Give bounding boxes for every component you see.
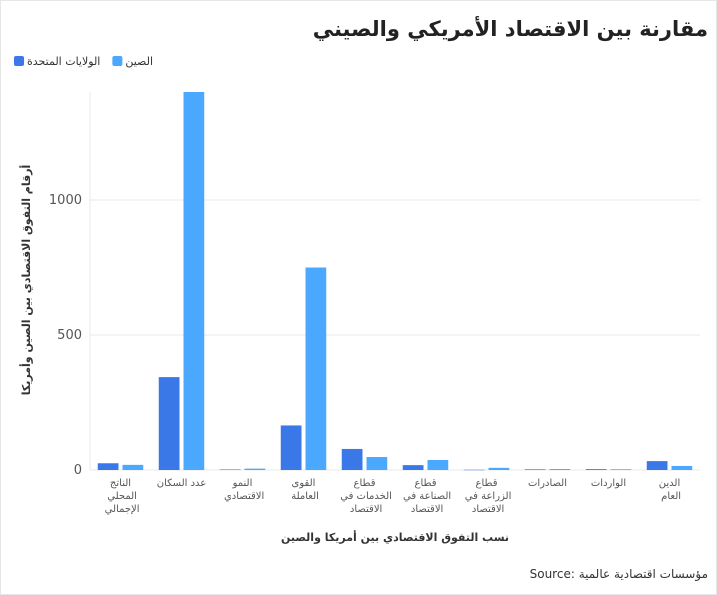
bar bbox=[463, 469, 485, 471]
bar bbox=[427, 460, 449, 470]
x-tick-label: قطاع الزراعة في الاقتصاد bbox=[462, 478, 512, 515]
bar bbox=[524, 469, 546, 470]
bar bbox=[280, 425, 302, 470]
bar bbox=[366, 457, 388, 470]
bar bbox=[158, 377, 180, 470]
x-tick-label: قطاع الخدمات في الاقتصاد bbox=[337, 478, 392, 515]
bar bbox=[585, 469, 607, 470]
y-tick-label: 0 bbox=[74, 463, 82, 478]
x-tick-label: القوى العاملة bbox=[288, 478, 319, 502]
x-tick-label: عدد السكان bbox=[157, 478, 207, 489]
bar bbox=[646, 461, 668, 470]
bar bbox=[671, 465, 693, 470]
y-tick-label: 1000 bbox=[49, 193, 82, 208]
bar bbox=[122, 464, 144, 470]
bar bbox=[97, 463, 119, 470]
legend-swatch bbox=[112, 56, 123, 66]
bar bbox=[549, 469, 571, 470]
x-tick-label: قطاع الصناعة في الاقتصاد bbox=[400, 478, 451, 515]
legend-swatch bbox=[14, 56, 24, 66]
x-tick-label: الصادرات bbox=[528, 478, 567, 489]
y-tick-label: 500 bbox=[57, 328, 82, 343]
x-axis-title: نسب التفوق الاقتصادي بين أمريكا والصين bbox=[281, 530, 509, 544]
legend-label: الولايات المتحدة bbox=[27, 55, 100, 68]
bar bbox=[488, 467, 510, 470]
x-tick-label: الناتج المحلي الإجمالي bbox=[101, 478, 139, 515]
x-tick-label: النمو الاقتصادي bbox=[221, 478, 264, 502]
bar bbox=[610, 469, 632, 470]
bar bbox=[402, 465, 424, 470]
bar bbox=[305, 267, 327, 470]
bar bbox=[244, 468, 266, 470]
source: Source: مؤسسات اقتصادية عالمية bbox=[530, 567, 708, 582]
x-tick-label: الدين العام bbox=[658, 478, 681, 502]
bar bbox=[219, 469, 241, 470]
y-axis-title: أرقام التفوق الاقتصادي بين الصين وأمريكا bbox=[19, 165, 33, 396]
chart-title: مقارنة بين الاقتصاد الأمريكي والصيني bbox=[313, 15, 708, 41]
bar bbox=[341, 448, 363, 470]
x-tick-label: الواردات bbox=[591, 478, 626, 489]
bar bbox=[183, 92, 205, 470]
legend-label: الصين bbox=[125, 55, 153, 68]
